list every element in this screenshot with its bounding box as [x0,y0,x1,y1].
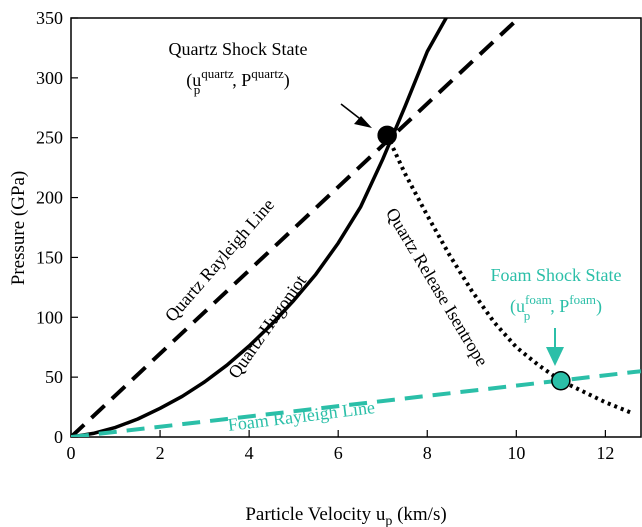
y-tick-label: 200 [36,188,63,208]
x-tick-label: 0 [67,443,76,463]
y-tick-label: 250 [36,128,63,148]
x-axis-label: Particle Velocity up (km/s) [245,504,446,527]
series-foam-rayleigh-line [71,369,641,437]
x-tick-label: 8 [423,443,432,463]
series-quartz-release-isentrope [385,134,633,415]
quartz-state-arrow [340,103,372,128]
y-tick-label: 350 [36,8,63,28]
foam-state-title: Foam Shock State [491,265,622,285]
quartz-shock-state-marker [377,125,397,146]
y-tick-label: 0 [54,427,63,447]
label-foam-rayleigh: Foam Rayleigh Line [227,397,376,435]
plot-frame [70,17,642,438]
quartz-state-coords: (uquartz p, Pquartz) [186,66,289,97]
y-tick-label: 50 [45,367,63,387]
x-tick-label: 10 [507,443,525,463]
label-quartz-hugoniot: Quartz Hugoniot [224,271,310,382]
foam-state-coords: (ufoam p, Pfoam) [510,292,602,323]
quartz-state-title: Quartz Shock State [169,39,308,59]
x-tick-label: 4 [245,443,254,463]
y-tick-label: 150 [36,247,63,267]
x-tick-label: 12 [596,443,614,463]
x-tick-label: 6 [334,443,343,463]
x-tick-label: 2 [156,443,165,463]
y-tick-label: 300 [36,68,63,88]
y-axis-label: Pressure (GPa) [8,171,29,286]
axis-ticks: 0 2 4 6 8 10 12 0 50 100 150 200 250 300 350 [36,8,614,463]
y-tick-label: 100 [36,307,63,327]
series-layer [71,18,641,437]
series-quartz-hugoniot [71,18,449,437]
foam-shock-state-marker [551,370,571,391]
series-quartz-rayleigh-line [71,18,522,437]
foam-state-arrow [546,328,564,366]
